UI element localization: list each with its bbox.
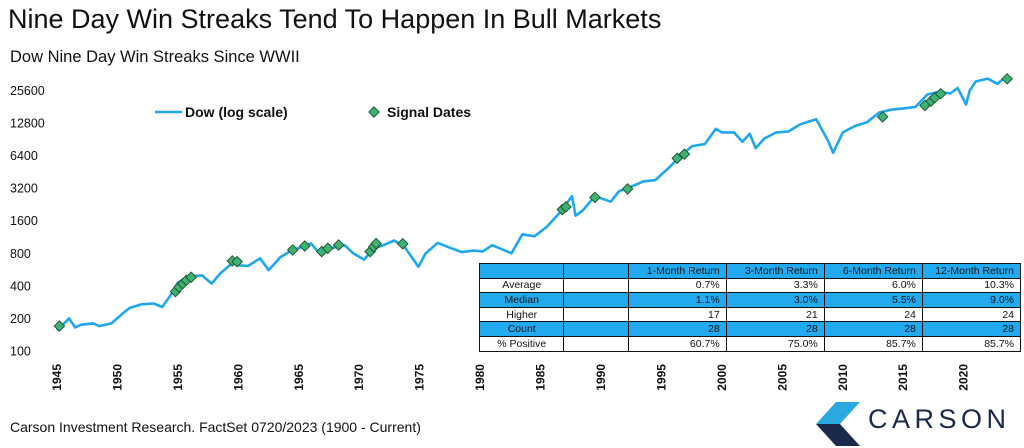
y-tick-label: 100 xyxy=(10,345,31,359)
row-label: Median xyxy=(478,292,565,308)
x-tick-label: 1990 xyxy=(594,364,608,391)
x-tick-label: 1960 xyxy=(231,364,245,391)
signal-markers xyxy=(53,73,1014,332)
x-tick-label: 2015 xyxy=(896,364,910,391)
y-tick-label: 12800 xyxy=(10,117,45,131)
table-cell: 85.7% xyxy=(921,335,1022,352)
chart-title: Nine Day Win Streaks Tend To Happen In B… xyxy=(8,4,662,34)
signal-date-marker xyxy=(396,237,409,250)
y-tick-label: 25600 xyxy=(10,84,45,98)
y-tick-label: 6400 xyxy=(10,149,38,163)
table-cell: 6.0% xyxy=(823,277,923,294)
signal-date-marker xyxy=(332,239,345,251)
table-cell: 21 xyxy=(725,306,825,323)
table-cell: 1.1% xyxy=(627,292,727,308)
table-header-cell: 3-Month Return xyxy=(725,263,825,279)
table-cell: 17 xyxy=(627,306,727,323)
x-tick-label: 1970 xyxy=(352,364,366,391)
signal-date-marker xyxy=(231,255,243,268)
blank-cell xyxy=(563,292,629,308)
y-tick-label: 200 xyxy=(10,312,31,326)
x-tick-label: 1995 xyxy=(654,364,668,391)
legend-marker-swatch xyxy=(368,106,380,118)
row-label: % Positive xyxy=(478,335,565,352)
table-cell: 60.7% xyxy=(627,335,727,352)
table-cell: 85.7% xyxy=(823,335,923,352)
row-label: Count xyxy=(478,321,565,337)
signal-date-marker xyxy=(298,240,311,252)
signal-date-marker xyxy=(671,152,683,165)
blank-cell xyxy=(563,321,629,337)
chart-legend: Dow (log scale) Signal Dates xyxy=(155,104,471,120)
x-tick-label: 2020 xyxy=(957,364,971,391)
table-cell: 28 xyxy=(725,321,825,337)
source-note: Carson Investment Research. FactSet 0720… xyxy=(10,419,421,435)
chart-subtitle: Dow Nine Day Win Streaks Since WWII xyxy=(10,48,300,66)
signal-date-marker xyxy=(934,87,947,100)
y-axis-ticks: 25600 12800 6400 3200 1600 800 400 200 100 xyxy=(10,84,45,359)
x-tick-label: 1945 xyxy=(50,364,64,391)
x-axis-ticks: 1945 1950 1955 1960 1965 1970 1975 1980 1985 1990… xyxy=(50,364,971,391)
x-tick-label: 1980 xyxy=(473,364,487,391)
blank-cell xyxy=(563,277,629,294)
legend-marker-label: Signal Dates xyxy=(387,104,471,120)
signal-date-marker xyxy=(678,148,691,161)
returns-table: 1-Month Return 3-Month Return 6-Month Re… xyxy=(478,263,1022,352)
table-cell: 24 xyxy=(921,306,1022,323)
y-tick-label: 1600 xyxy=(10,214,38,228)
table-cell: 75.0% xyxy=(725,335,825,352)
blank-cell xyxy=(563,306,629,323)
signal-date-marker xyxy=(185,271,198,284)
table-header-cell: 6-Month Return xyxy=(823,263,923,279)
legend-line-label: Dow (log scale) xyxy=(185,104,288,120)
signal-date-marker xyxy=(621,183,634,195)
table-cell: 5.5% xyxy=(823,292,923,308)
x-tick-label: 1955 xyxy=(171,364,185,391)
table-header-row: 1-Month Return 3-Month Return 6-Month Re… xyxy=(478,263,1022,279)
table-header-cell: 12-Month Return xyxy=(921,263,1022,279)
table-cell: 3.3% xyxy=(725,277,825,294)
table-cell: 9.0% xyxy=(921,292,1022,308)
x-tick-label: 2000 xyxy=(715,364,729,391)
signal-date-marker xyxy=(1001,73,1014,85)
table-cell: 3.0% xyxy=(725,292,825,308)
carson-logo-text: CARSON xyxy=(868,404,1011,434)
x-tick-label: 1965 xyxy=(292,364,306,391)
table-header-cell: 1-Month Return xyxy=(627,263,727,279)
table-row-higher: Higher 17 21 24 24 xyxy=(478,306,1022,323)
carson-logo-icon xyxy=(816,402,860,446)
blank-cell xyxy=(563,335,629,352)
table-cell: 10.3% xyxy=(921,277,1022,294)
signal-date-marker xyxy=(876,111,889,123)
row-label: Higher xyxy=(478,306,565,323)
table-cell: 28 xyxy=(627,321,727,337)
table-header-cell xyxy=(478,263,565,279)
y-tick-label: 3200 xyxy=(10,182,38,196)
table-row-median: Median 1.1% 3.0% 5.5% 9.0% xyxy=(478,292,1022,308)
signal-date-marker xyxy=(560,201,572,213)
x-tick-label: 1950 xyxy=(110,364,124,391)
signal-date-marker xyxy=(370,237,382,250)
table-cell: 28 xyxy=(823,321,923,337)
signal-date-marker xyxy=(321,242,334,255)
table-row-percent-positive: % Positive 60.7% 75.0% 85.7% 85.7% xyxy=(478,335,1022,352)
dow-series-line xyxy=(56,75,1007,332)
signal-date-marker xyxy=(53,320,66,332)
table-header-cell xyxy=(563,263,629,279)
y-tick-label: 800 xyxy=(10,247,31,261)
signal-date-marker xyxy=(286,244,299,256)
table-cell: 28 xyxy=(921,321,1022,337)
x-tick-label: 1985 xyxy=(534,364,548,391)
table-row-count: Count 28 28 28 28 xyxy=(478,321,1022,337)
x-tick-label: 1975 xyxy=(413,364,427,391)
x-tick-label: 2005 xyxy=(775,364,789,391)
table-cell: 24 xyxy=(823,306,923,323)
table-cell: 0.7% xyxy=(627,277,727,294)
y-tick-label: 400 xyxy=(10,279,31,293)
table-row-average: Average 0.7% 3.3% 6.0% 10.3% xyxy=(478,277,1022,294)
x-tick-label: 2010 xyxy=(836,364,850,391)
signal-date-marker xyxy=(589,191,601,204)
row-label: Average xyxy=(478,277,565,294)
